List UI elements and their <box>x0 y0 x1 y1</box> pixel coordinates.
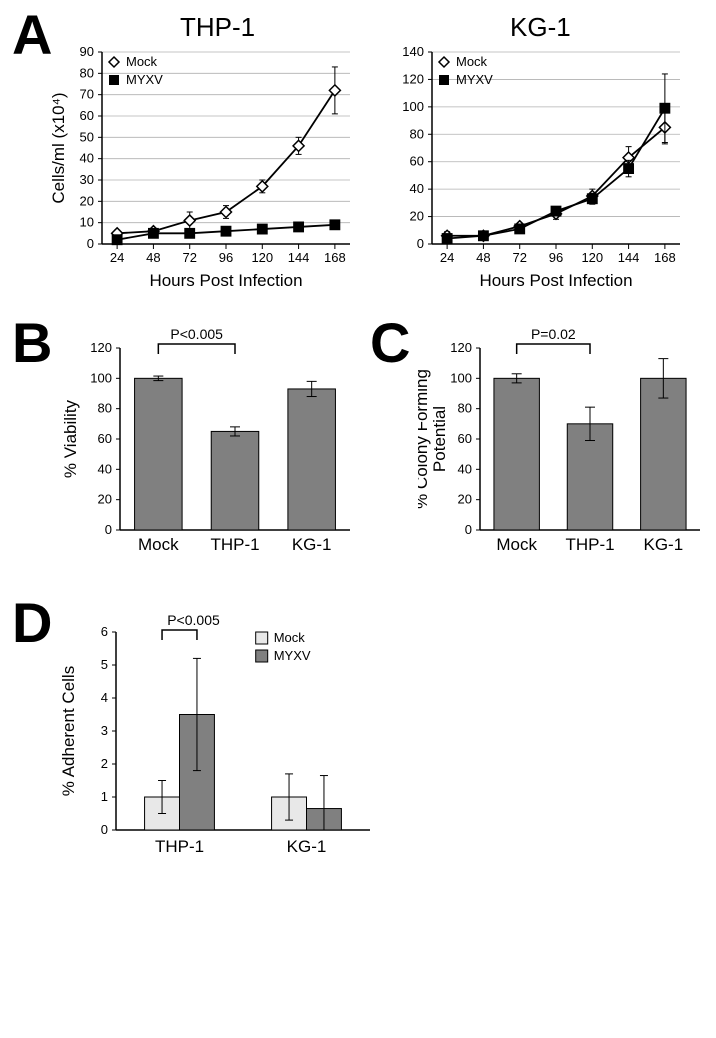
svg-text:0: 0 <box>105 522 112 537</box>
svg-text:6: 6 <box>101 624 108 639</box>
svg-text:Cells/ml (x10⁴): Cells/ml (x10⁴) <box>50 92 68 203</box>
svg-text:Mock: Mock <box>274 630 306 645</box>
svg-text:144: 144 <box>618 250 640 265</box>
panel-d-chart: 0 1 2 3 4 5 6 THP-1 KG-1 P<0.005 Mock MYXV % Adheren… <box>58 598 378 868</box>
svg-text:20: 20 <box>410 209 424 224</box>
panel-c-chart: 020406080100120MockTHP-1KG-1P=0.02% Colo… <box>418 318 708 568</box>
svg-text:4: 4 <box>101 690 108 705</box>
svg-text:50: 50 <box>80 129 94 144</box>
svg-text:144: 144 <box>288 250 310 265</box>
svg-text:KG-1: KG-1 <box>287 837 327 856</box>
svg-text:40: 40 <box>458 461 472 476</box>
svg-text:60: 60 <box>98 431 112 446</box>
svg-text:0: 0 <box>417 236 424 251</box>
svg-text:THP-1: THP-1 <box>155 837 204 856</box>
svg-text:168: 168 <box>654 250 676 265</box>
svg-text:P<0.005: P<0.005 <box>167 612 220 628</box>
svg-text:80: 80 <box>410 126 424 141</box>
svg-text:KG-1: KG-1 <box>643 535 683 554</box>
svg-text:80: 80 <box>80 65 94 80</box>
svg-text:120: 120 <box>251 250 273 265</box>
panel-a-chart1: 0 10 20 30 40 50 60 70 80 90 24 48 72 96 120 144 168 Mock… <box>50 44 360 294</box>
svg-text:72: 72 <box>512 250 526 265</box>
svg-text:120: 120 <box>581 250 603 265</box>
svg-text:72: 72 <box>182 250 196 265</box>
svg-text:Potential: Potential <box>430 406 449 472</box>
svg-text:40: 40 <box>410 181 424 196</box>
svg-text:24: 24 <box>110 250 124 265</box>
svg-text:MYXV: MYXV <box>274 648 311 663</box>
svg-text:0: 0 <box>101 822 108 837</box>
panel-a-chart2: 0 20 40 60 80 100 120 140 24 48 72 96 120 144 168 Mock M… <box>380 44 690 294</box>
panel-b-letter: B <box>12 310 52 375</box>
svg-text:80: 80 <box>458 401 472 416</box>
svg-text:100: 100 <box>450 370 472 385</box>
svg-text:90: 90 <box>80 44 94 59</box>
svg-text:THP-1: THP-1 <box>565 535 614 554</box>
svg-text:THP-1: THP-1 <box>210 535 259 554</box>
svg-text:30: 30 <box>80 172 94 187</box>
panel-d-letter: D <box>12 590 52 655</box>
svg-text:20: 20 <box>458 492 472 507</box>
svg-text:KG-1: KG-1 <box>292 535 332 554</box>
svg-text:120: 120 <box>90 340 112 355</box>
panel-a-chart2-title: KG-1 <box>510 12 571 43</box>
svg-text:120: 120 <box>402 71 424 86</box>
svg-text:70: 70 <box>80 87 94 102</box>
svg-text:1: 1 <box>101 789 108 804</box>
svg-text:% Viability: % Viability <box>61 399 80 478</box>
svg-text:48: 48 <box>146 250 160 265</box>
panel-a-chart1-title: THP-1 <box>180 12 255 43</box>
svg-text:0: 0 <box>87 236 94 251</box>
svg-text:% Adherent Cells: % Adherent Cells <box>59 666 78 796</box>
svg-text:48: 48 <box>476 250 490 265</box>
svg-text:Mock: Mock <box>138 535 179 554</box>
svg-text:80: 80 <box>98 401 112 416</box>
svg-text:20: 20 <box>98 492 112 507</box>
svg-text:3: 3 <box>101 723 108 738</box>
svg-text:60: 60 <box>410 154 424 169</box>
svg-text:Mock: Mock <box>496 535 537 554</box>
svg-text:5: 5 <box>101 657 108 672</box>
svg-text:10: 10 <box>80 215 94 230</box>
svg-text:100: 100 <box>90 370 112 385</box>
svg-text:40: 40 <box>98 461 112 476</box>
panel-b-chart: 0 20 40 60 80 100 120 Mock THP-1 KG-1 P<0.005 % Via… <box>58 318 358 568</box>
svg-text:120: 120 <box>450 340 472 355</box>
svg-text:P<0.005: P<0.005 <box>170 326 223 342</box>
svg-text:96: 96 <box>549 250 563 265</box>
svg-text:MYXV: MYXV <box>126 72 163 87</box>
svg-text:Hours Post Infection: Hours Post Infection <box>149 271 302 290</box>
svg-text:0: 0 <box>465 522 472 537</box>
panel-c-letter: C <box>370 310 410 375</box>
svg-text:60: 60 <box>458 431 472 446</box>
svg-text:Mock: Mock <box>456 54 488 69</box>
svg-text:40: 40 <box>80 151 94 166</box>
svg-text:60: 60 <box>80 108 94 123</box>
svg-text:Mock: Mock <box>126 54 158 69</box>
svg-text:140: 140 <box>402 44 424 59</box>
svg-text:2: 2 <box>101 756 108 771</box>
svg-text:MYXV: MYXV <box>456 72 493 87</box>
svg-text:96: 96 <box>219 250 233 265</box>
svg-text:24: 24 <box>440 250 454 265</box>
svg-text:P=0.02: P=0.02 <box>531 326 576 342</box>
svg-text:100: 100 <box>402 99 424 114</box>
panel-a-letter: A <box>12 2 52 67</box>
svg-text:Hours Post Infection: Hours Post Infection <box>479 271 632 290</box>
svg-text:20: 20 <box>80 193 94 208</box>
svg-text:168: 168 <box>324 250 346 265</box>
